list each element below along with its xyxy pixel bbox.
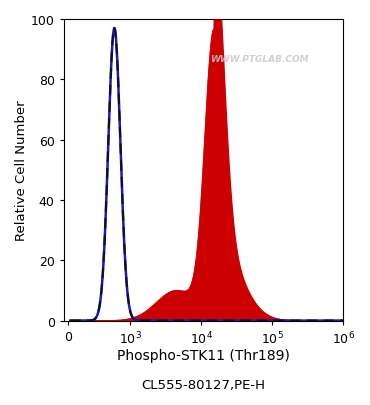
Text: WWW.PTGLAB.COM: WWW.PTGLAB.COM bbox=[210, 55, 309, 64]
X-axis label: Phospho-STK11 (Thr189): Phospho-STK11 (Thr189) bbox=[117, 348, 290, 362]
Text: CL555-80127,PE-H: CL555-80127,PE-H bbox=[141, 378, 266, 391]
Y-axis label: Relative Cell Number: Relative Cell Number bbox=[15, 100, 28, 241]
